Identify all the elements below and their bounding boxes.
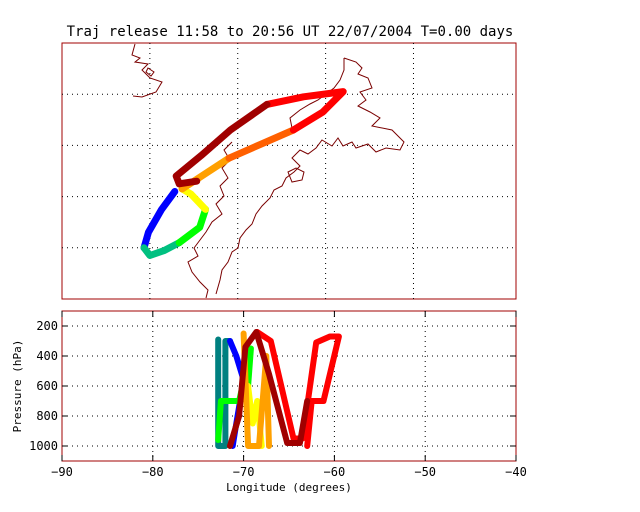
y-axis-ticks: 200 400 600 800 1000 (29, 319, 516, 453)
map-trajectory-segment (178, 185, 209, 213)
y-tick-label: 600 (36, 379, 58, 393)
pressure-grid (62, 311, 516, 461)
pressure-trajectory-segment (240, 330, 272, 449)
coastline-island (287, 167, 305, 183)
y-axis-label: Pressure (hPa) (11, 340, 24, 433)
x-tick-label: −60 (324, 465, 346, 479)
coastline-west (187, 141, 233, 299)
coastline-inlet (145, 67, 155, 77)
x-tick-label: −40 (505, 465, 527, 479)
pressure-panel: −90 −80 −70 −60 −50 −40 200 400 600 800 1000 Long… (11, 310, 527, 494)
map-trajectory-segment (140, 239, 183, 259)
x-axis-label: Longitude (degrees) (226, 481, 352, 494)
map-trajectory-segment (263, 88, 347, 134)
x-tick-label: −50 (414, 465, 436, 479)
y-tick-label: 1000 (29, 439, 58, 453)
map-trajectory-segment (175, 205, 209, 247)
x-tick-label: −90 (51, 465, 73, 479)
map-trajectory-segment (140, 188, 179, 252)
map-panel (61, 42, 517, 300)
coastline (131, 43, 405, 299)
pressure-trajectory-segment (227, 329, 311, 449)
y-tick-label: 200 (36, 319, 58, 333)
map-frame (61, 42, 517, 300)
map-trajectories (140, 88, 347, 259)
map-trajectory-segment (172, 100, 271, 188)
map-trajectory-segment (225, 126, 297, 162)
y-tick-label: 400 (36, 349, 58, 363)
pressure-trajectories (215, 329, 342, 449)
x-tick-label: −80 (142, 465, 164, 479)
map-grid (62, 43, 516, 299)
coastline-east (215, 57, 405, 295)
chart-title: Traj release 11:58 to 20:56 UT 22/07/200… (67, 24, 514, 40)
x-tick-label: −70 (233, 465, 255, 479)
y-tick-label: 800 (36, 409, 58, 423)
coastline-north (131, 43, 163, 98)
x-axis-ticks: −90 −80 −70 −60 −50 −40 (51, 311, 527, 479)
pressure-trajectory-segment (254, 329, 342, 449)
